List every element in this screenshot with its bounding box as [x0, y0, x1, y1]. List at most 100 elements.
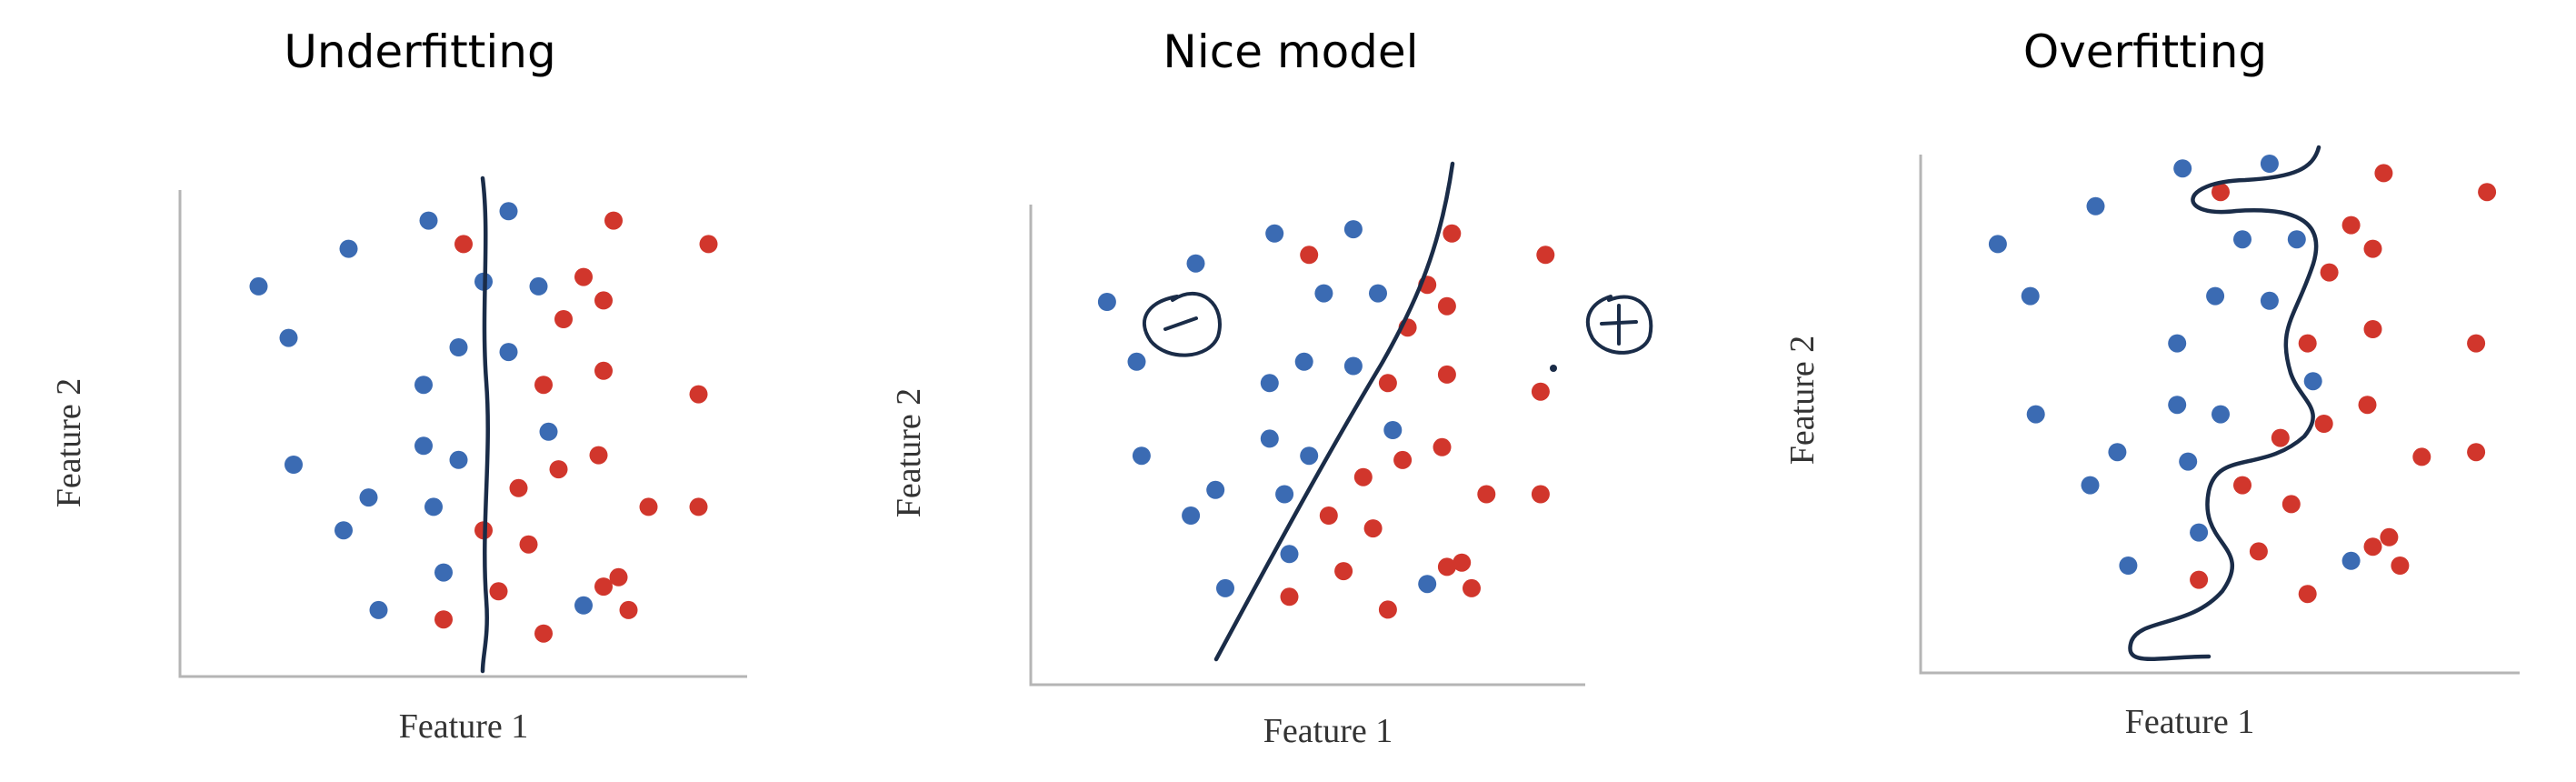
underfitting-blue-point-15 — [424, 497, 443, 516]
overfitting-red-point-15 — [2281, 495, 2301, 514]
underfitting-red-point-12 — [639, 497, 658, 516]
underfitting-red-point-21 — [534, 624, 553, 643]
nice-model-red-point-17 — [1437, 557, 1456, 576]
underfitting-decision-boundary — [480, 175, 490, 674]
underfitting-red-point-7 — [534, 376, 553, 395]
underfitting-red-point-0 — [454, 235, 473, 254]
underfitting-red-point-3 — [574, 267, 593, 286]
overfitting-red-point-20 — [2190, 570, 2209, 589]
nice-model-blue-point-15 — [1275, 485, 1294, 504]
underfitting-blue-point-10 — [539, 422, 558, 441]
nice-model-red-point-1 — [1443, 224, 1462, 243]
underfitting-blue-point-7 — [449, 338, 468, 356]
overfitting-points — [1988, 155, 2497, 604]
nice-model-blue-point-13 — [1132, 446, 1151, 466]
overfitting-axes — [1919, 155, 2520, 675]
nice-model-y-axis-label: Feature 2 — [890, 388, 928, 517]
nice-model-points — [1097, 220, 1555, 619]
overfitting-blue-point-10 — [2303, 372, 2322, 391]
underfitting-red-point-20 — [434, 610, 453, 629]
nice-model-red-point-18 — [1334, 562, 1353, 581]
nice-model-red-point-0 — [1300, 246, 1319, 265]
overfitting-red-point-19 — [2391, 556, 2410, 575]
nice-model-red-point-4 — [1437, 296, 1456, 316]
underfitting-red-point-9 — [589, 446, 608, 465]
nice-model-blue-point-16 — [1182, 506, 1201, 525]
overfitting-title: Overfitting — [2023, 25, 2267, 78]
overfitting-blue-point-5 — [2287, 230, 2306, 249]
overfitting-red-point-16 — [2380, 527, 2399, 546]
nice-model-blue-point-0 — [1097, 293, 1116, 311]
nice-model-blue-point-7 — [1294, 352, 1313, 371]
overfitting-blue-point-16 — [2081, 476, 2100, 495]
overfitting-red-point-14 — [2233, 476, 2252, 495]
overfitting-blue-point-4 — [2233, 230, 2252, 249]
overfitting-blue-point-9 — [2168, 334, 2187, 353]
overfitting-blue-point-11 — [2168, 396, 2187, 415]
underfitting-blue-point-1 — [499, 202, 518, 221]
overfitting-blue-point-2 — [1988, 235, 2007, 254]
underfitting-panel: Underfitting Feature 1 Feature 2 — [50, 25, 747, 746]
overfitting-panel: Overfitting Feature 1 Feature 2 — [1783, 25, 2520, 741]
underfitting-blue-point-13 — [285, 456, 303, 474]
underfitting-red-point-10 — [549, 460, 568, 479]
underfitting-blue-point-17 — [434, 563, 453, 582]
overfitting-blue-point-1 — [2260, 155, 2279, 173]
underfitting-blue-point-8 — [499, 343, 518, 362]
nice-model-red-point-11 — [1353, 467, 1373, 486]
underfitting-y-axis-label: Feature 2 — [50, 378, 88, 507]
overfitting-red-point-12 — [2412, 447, 2431, 466]
overfitting-red-point-6 — [2363, 320, 2382, 338]
nice-model-axes — [1029, 205, 1585, 687]
overfitting-blue-point-15 — [2179, 452, 2198, 471]
overfitting-red-point-10 — [2314, 415, 2333, 433]
nice-model-blue-point-3 — [1343, 220, 1363, 239]
underfitting-red-point-5 — [554, 310, 573, 328]
overfitting-red-point-0 — [2212, 183, 2230, 202]
overfitting-blue-point-14 — [2108, 443, 2127, 462]
underfitting-title: Underfitting — [284, 25, 555, 78]
nice-model-red-point-2 — [1536, 246, 1555, 265]
underfitting-blue-point-14 — [359, 488, 378, 507]
overfitting-blue-point-8 — [2260, 291, 2279, 310]
nice-model-decision-boundary — [1213, 161, 1455, 662]
nice-model-red-point-13 — [1531, 485, 1550, 504]
overfitting-red-point-8 — [2467, 334, 2486, 353]
overfitting-red-point-5 — [2320, 263, 2339, 282]
overfitting-blue-point-19 — [2119, 556, 2138, 575]
nice-model-red-point-19 — [1463, 578, 1481, 597]
overfitting-red-point-13 — [2467, 443, 2486, 462]
nice-model-title: Nice model — [1163, 25, 1418, 78]
overfitting-red-point-2 — [2478, 183, 2497, 202]
underfitting-axes — [178, 190, 747, 678]
nice-model-red-point-6 — [1437, 365, 1456, 384]
nice-model-blue-point-18 — [1418, 575, 1437, 594]
overfitting-red-point-9 — [2358, 396, 2377, 415]
overfitting-red-point-11 — [2271, 428, 2290, 447]
nice-model-blue-point-6 — [1369, 284, 1387, 303]
overfitting-blue-point-18 — [2341, 551, 2361, 570]
underfitting-red-point-8 — [689, 385, 708, 404]
nice-model-red-point-10 — [1393, 450, 1413, 469]
overfitting-blue-point-17 — [2190, 523, 2209, 542]
underfitting-red-point-16 — [609, 567, 628, 586]
underfitting-blue-point-6 — [279, 328, 298, 347]
underfitting-red-point-19 — [619, 600, 638, 619]
underfitting-red-point-18 — [489, 582, 508, 601]
underfitting-red-point-13 — [689, 497, 708, 516]
nice-model-red-point-8 — [1531, 382, 1550, 401]
nice-model-red-point-15 — [1363, 519, 1383, 538]
nice-model-red-point-20 — [1280, 587, 1299, 607]
nice-model-red-point-16 — [1453, 553, 1472, 572]
underfitting-red-point-11 — [509, 478, 528, 497]
underfitting-red-point-2 — [699, 235, 718, 254]
underfitting-red-point-1 — [604, 211, 623, 230]
overfitting-red-point-18 — [2249, 542, 2268, 561]
underfitting-red-point-15 — [519, 535, 538, 554]
underfitting-blue-point-12 — [449, 450, 468, 469]
nice-model-red-point-21 — [1378, 600, 1397, 619]
nice-model-blue-point-19 — [1216, 578, 1234, 597]
underfitting-blue-point-3 — [339, 239, 358, 258]
nice-model-blue-point-1 — [1186, 254, 1205, 273]
